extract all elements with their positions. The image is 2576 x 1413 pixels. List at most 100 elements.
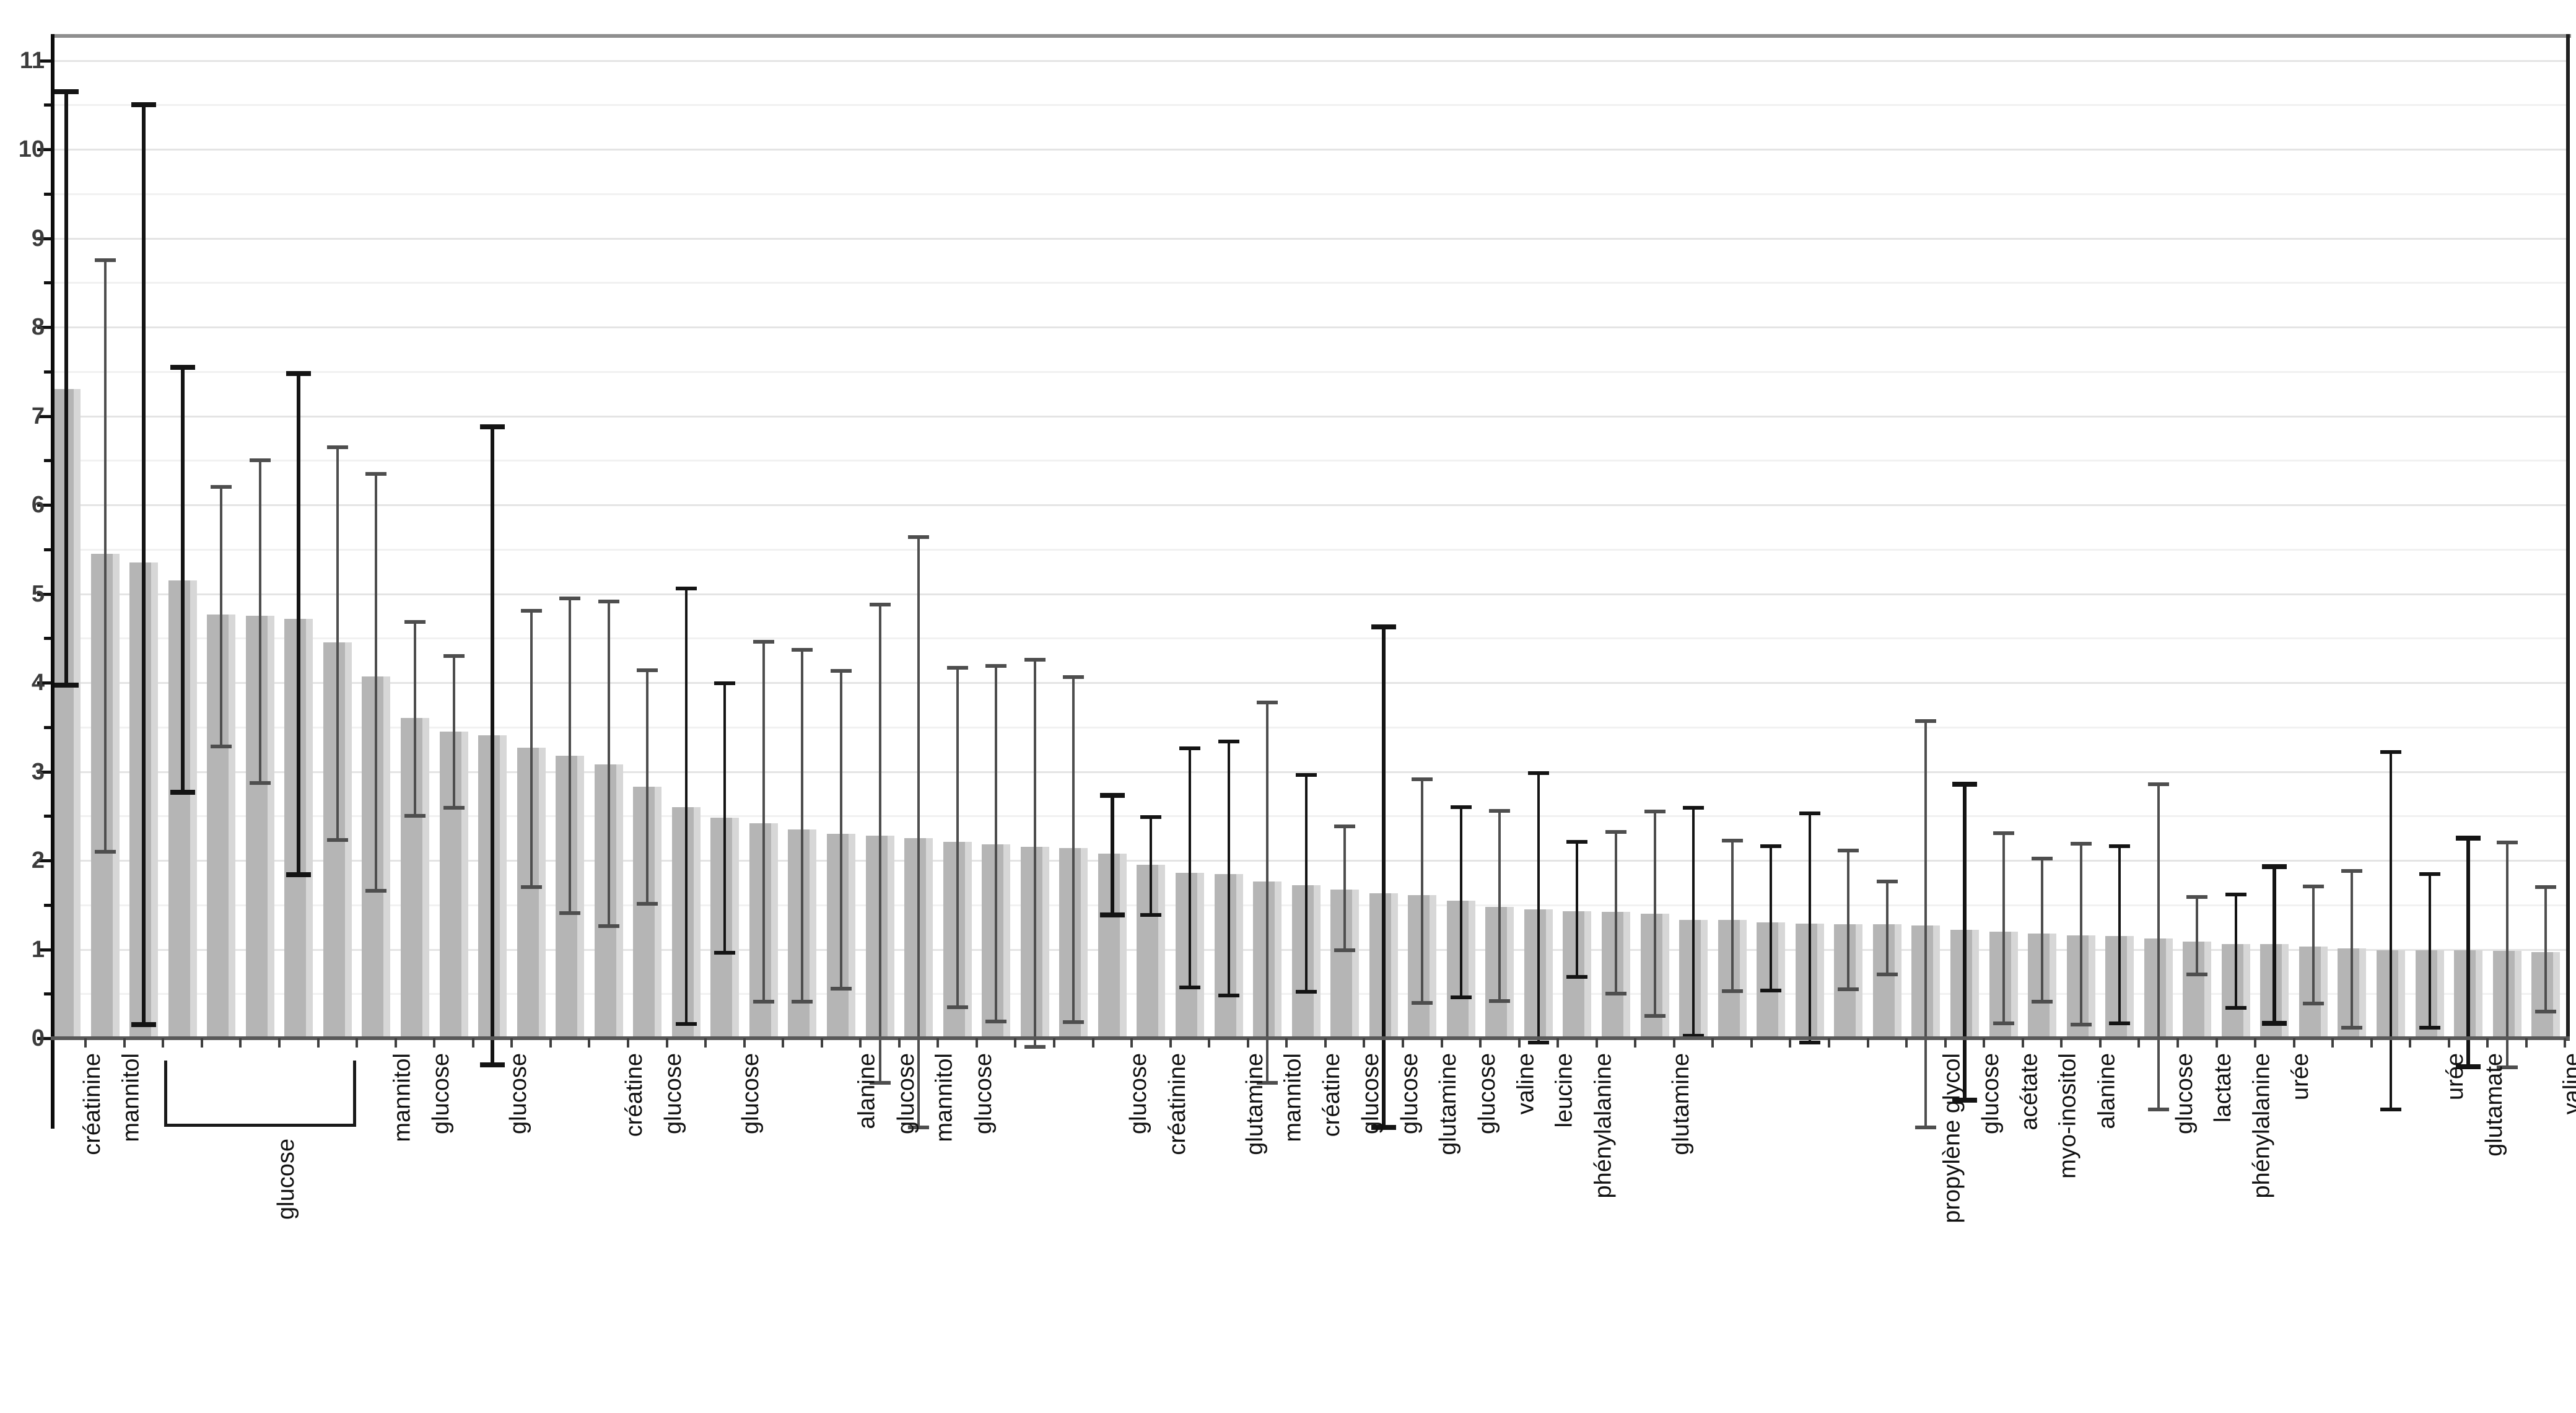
error-bar-line bbox=[2466, 838, 2471, 1067]
error-bar-line bbox=[2505, 842, 2508, 1068]
x-tick bbox=[1363, 1038, 1366, 1048]
error-bar-cap-top bbox=[94, 258, 116, 263]
y-tick bbox=[37, 770, 51, 774]
x-tick bbox=[1828, 1038, 1831, 1048]
error-bar-line bbox=[1808, 813, 1811, 1043]
error-bar-cap-bottom bbox=[131, 1022, 157, 1028]
error-bar-cap-top bbox=[1566, 839, 1588, 844]
error-bar-line bbox=[1962, 784, 1967, 1101]
error-bar-cap-top bbox=[1527, 771, 1549, 776]
x-label: créatine bbox=[621, 1053, 648, 1137]
error-bar-cap-top bbox=[1683, 806, 1705, 810]
x-label: urée bbox=[2287, 1053, 2314, 1101]
x-label: glucose bbox=[1474, 1053, 1500, 1134]
gridline bbox=[53, 370, 2566, 373]
error-bar-cap-top bbox=[1489, 808, 1511, 813]
x-tick bbox=[471, 1038, 474, 1048]
x-label: alanine bbox=[854, 1053, 880, 1129]
x-label: phénylalanine bbox=[1590, 1053, 1617, 1199]
error-bar-cap-top bbox=[2186, 895, 2208, 899]
error-bar-line bbox=[995, 665, 998, 1021]
x-tick bbox=[1634, 1038, 1637, 1048]
error-bar-line bbox=[1653, 811, 1656, 1017]
error-bar-cap-bottom bbox=[2496, 1065, 2518, 1070]
error-bar-cap-top bbox=[1334, 825, 1356, 829]
error-bar-cap-bottom bbox=[1099, 912, 1125, 917]
x-tick bbox=[84, 1038, 87, 1048]
x-tick bbox=[2370, 1038, 2373, 1048]
y-tick-label: 10 bbox=[18, 136, 45, 162]
error-bar-cap-bottom bbox=[211, 745, 232, 749]
error-bar-cap-bottom bbox=[792, 1000, 813, 1004]
error-bar-line bbox=[2428, 873, 2431, 1028]
error-bar-cap-bottom bbox=[2302, 1002, 2324, 1006]
x-label: propylène glycol bbox=[1939, 1053, 1965, 1223]
error-bar-line bbox=[142, 105, 146, 1025]
x-tick bbox=[626, 1038, 629, 1048]
error-bar-cap-bottom bbox=[831, 986, 852, 991]
error-bar-cap-bottom bbox=[1876, 972, 1898, 976]
error-bar-line bbox=[1885, 881, 1888, 974]
x-tick bbox=[278, 1038, 281, 1048]
error-bar-cap-top bbox=[753, 639, 774, 644]
error-bar-cap-bottom bbox=[1295, 990, 1317, 994]
gridline bbox=[53, 237, 2566, 240]
error-bar-cap-bottom bbox=[2032, 1000, 2053, 1004]
error-bar-cap-bottom bbox=[908, 1125, 930, 1129]
error-bar-cap-top bbox=[714, 681, 736, 686]
error-bar-line bbox=[762, 641, 765, 1002]
x-label: acétate bbox=[2016, 1053, 2043, 1131]
gridline bbox=[53, 460, 2566, 462]
error-bar-cap-bottom bbox=[946, 1005, 968, 1009]
error-bar-cap-bottom bbox=[1915, 1125, 1937, 1129]
y-tick bbox=[37, 592, 51, 596]
error-bar-cap-bottom bbox=[520, 885, 542, 890]
x-label: glucose bbox=[1358, 1053, 1384, 1134]
error-bar-line bbox=[2351, 871, 2354, 1028]
error-bar-line bbox=[723, 683, 727, 953]
error-bar-line bbox=[375, 473, 378, 891]
error-bar-cap-top bbox=[2262, 864, 2287, 870]
x-label: glutamine bbox=[1667, 1053, 1694, 1155]
x-label: glucose bbox=[970, 1053, 997, 1134]
error-bar-line bbox=[684, 588, 688, 1025]
x-tick bbox=[2292, 1038, 2295, 1048]
x-tick bbox=[2447, 1038, 2450, 1048]
x-label: glucose bbox=[660, 1053, 687, 1134]
y-tick bbox=[44, 281, 51, 285]
error-bar-cap-top bbox=[2032, 857, 2053, 861]
x-tick bbox=[897, 1038, 901, 1048]
x-tick bbox=[1983, 1038, 1986, 1048]
error-bar-line bbox=[2234, 894, 2237, 1008]
gridline bbox=[53, 682, 2566, 684]
error-bar-cap-top bbox=[1993, 831, 2014, 835]
error-bar-cap-bottom bbox=[1450, 995, 1472, 999]
y-tick bbox=[37, 59, 51, 63]
gridline bbox=[53, 104, 2566, 107]
error-bar-line bbox=[1343, 826, 1347, 950]
error-bar-cap-bottom bbox=[1527, 1041, 1549, 1045]
x-label: créatinine bbox=[1164, 1053, 1190, 1155]
error-bar-cap-bottom bbox=[2262, 1020, 2287, 1026]
error-bar-cap-top bbox=[1915, 719, 1937, 723]
x-label: glucose bbox=[1977, 1053, 2004, 1134]
error-bar-line bbox=[801, 649, 804, 1002]
error-bar-cap-top bbox=[404, 620, 426, 624]
error-bar-cap-top bbox=[365, 471, 387, 476]
x-tick bbox=[2331, 1038, 2334, 1048]
x-tick bbox=[743, 1038, 746, 1048]
x-tick bbox=[1169, 1038, 1172, 1048]
error-bar-line bbox=[569, 598, 572, 913]
error-bar-line bbox=[2544, 887, 2548, 1012]
error-bar-cap-top bbox=[1605, 830, 1626, 834]
error-bar-cap-top bbox=[170, 364, 195, 370]
x-tick bbox=[1789, 1038, 1792, 1048]
error-bar-line bbox=[1576, 841, 1579, 977]
error-bar-cap-top bbox=[2535, 885, 2557, 890]
error-bar-cap-bottom bbox=[1683, 1033, 1705, 1038]
y-tick bbox=[37, 948, 51, 951]
x-tick bbox=[2409, 1038, 2412, 1048]
x-label: glutamine bbox=[1435, 1053, 1462, 1155]
y-tick-label: 3 bbox=[31, 758, 45, 785]
y-tick bbox=[44, 725, 51, 729]
